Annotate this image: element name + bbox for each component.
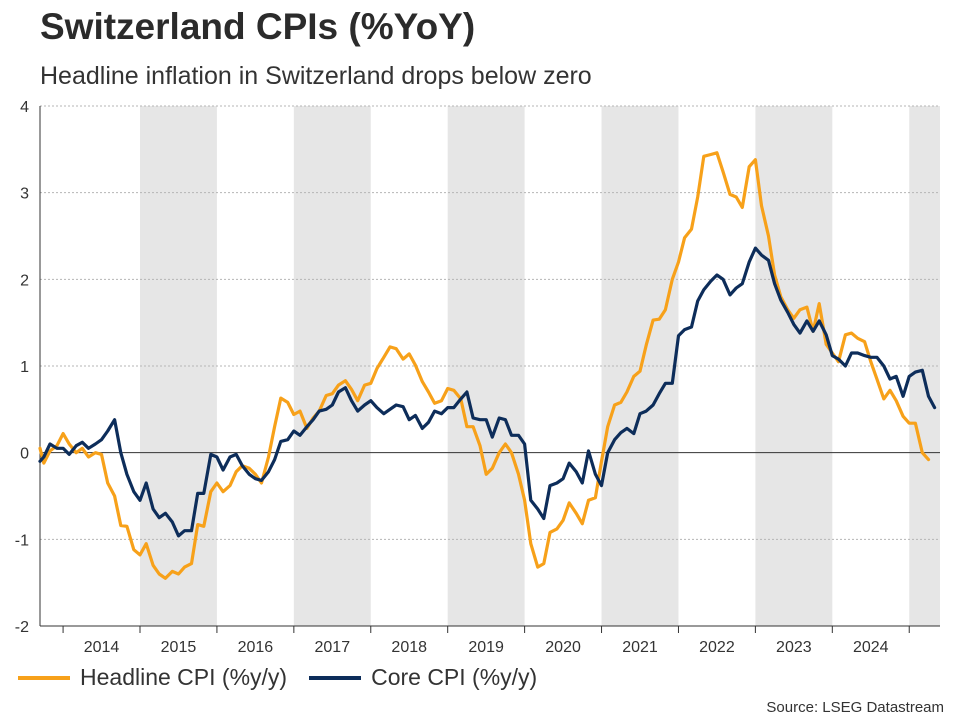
y-tick-label: 3 bbox=[20, 186, 29, 203]
legend-swatch-headline bbox=[18, 675, 70, 680]
legend-label-core: Core CPI (%y/y) bbox=[371, 664, 538, 690]
x-tick-label: 2024 bbox=[853, 639, 889, 656]
legend-item-core: Core CPI (%y/y) bbox=[309, 664, 537, 691]
series-lines bbox=[38, 151, 937, 580]
chart-subtitle: Headline inflation in Switzerland drops … bbox=[40, 62, 592, 90]
x-tick-label: 2017 bbox=[315, 639, 351, 656]
x-axis-ticks: 2014 2015 2016 2017 2018 2019 2020 2021 2022 2023… bbox=[62, 626, 910, 656]
legend-swatch-core bbox=[309, 675, 362, 680]
x-tick-label: 2022 bbox=[699, 639, 735, 656]
x-tick-label: 2016 bbox=[238, 639, 274, 656]
y-axis-ticks: 4 3 2 1 0 -1 -2 bbox=[15, 99, 29, 636]
x-tick-label: 2020 bbox=[545, 639, 581, 656]
y-tick-label: 2 bbox=[20, 272, 29, 289]
y-tick-label: 1 bbox=[20, 359, 29, 376]
axes bbox=[39, 106, 940, 627]
y-tick-label: 4 bbox=[20, 99, 29, 116]
x-tick-label: 2021 bbox=[622, 639, 658, 656]
source-note: Source: LSEG Datastream bbox=[766, 699, 944, 716]
x-tick-label: 2014 bbox=[84, 639, 120, 656]
grid-lines bbox=[40, 105, 940, 540]
y-tick-label: -2 bbox=[15, 619, 29, 636]
legend-item-headline: Headline CPI (%y/y) bbox=[18, 664, 287, 691]
x-tick-label: 2019 bbox=[468, 639, 504, 656]
y-tick-label: -1 bbox=[15, 532, 29, 549]
chart-title: Switzerland CPIs (%YoY) bbox=[40, 6, 476, 47]
series-line-core bbox=[38, 246, 937, 538]
y-tick-label: 0 bbox=[20, 446, 29, 463]
x-tick-label: 2018 bbox=[391, 639, 427, 656]
legend-label-headline: Headline CPI (%y/y) bbox=[80, 664, 288, 690]
x-tick-label: 2023 bbox=[776, 639, 812, 656]
x-tick-label: 2015 bbox=[161, 639, 197, 656]
legend: Headline CPI (%y/y) Core CPI (%y/y) bbox=[18, 664, 559, 691]
